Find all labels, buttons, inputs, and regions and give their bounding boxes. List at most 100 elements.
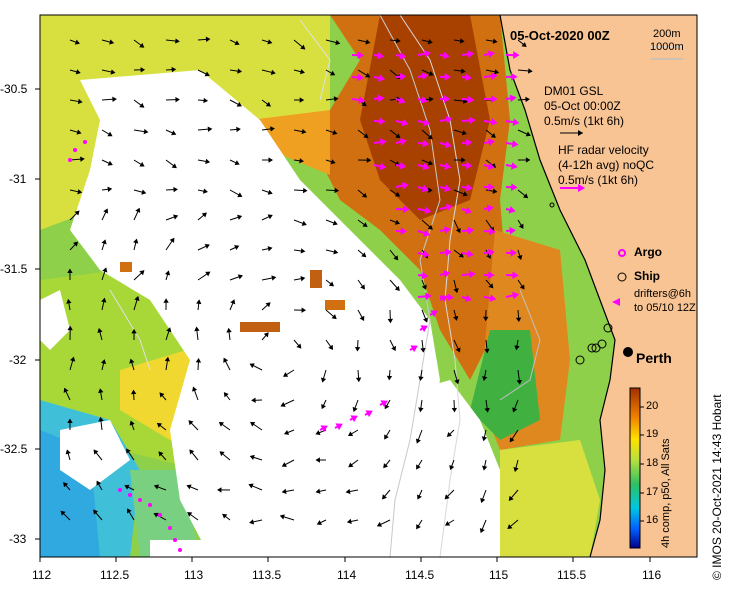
gsl-arrow-head	[153, 512, 159, 518]
gsl-arrow-head	[393, 255, 399, 261]
gsl-arrow-head	[65, 449, 71, 455]
hf-arrow-head	[422, 250, 430, 258]
gsl-arrow-head	[455, 347, 461, 353]
hf-arrow-head	[488, 138, 495, 146]
gsl-arrow-head	[508, 495, 514, 501]
gsl-arrow-head	[360, 284, 365, 290]
gsl-arrow-head	[415, 438, 421, 444]
gsl-arrow-head	[192, 386, 198, 392]
gsl-arrow-head	[335, 39, 341, 46]
gsl-arrow-head	[328, 281, 335, 287]
hf-radar-arrows	[319, 50, 520, 433]
gsl-arrow-head	[102, 267, 108, 273]
gsl-arrow-head	[217, 487, 222, 493]
cloud-mask-west	[40, 290, 70, 350]
gsl-arrow-head	[302, 187, 308, 194]
gsl-arrow-head	[139, 102, 145, 108]
hf-arrow-head	[513, 51, 520, 59]
gsl-arrow-head	[394, 285, 400, 291]
gsl-arrow-head	[332, 129, 338, 135]
hf-arrow-head	[489, 294, 497, 302]
gsl-arrow-head	[488, 283, 494, 289]
hf-arrow-head	[399, 72, 407, 81]
gsl-arrow-head	[490, 133, 496, 138]
sst-colorbar	[629, 387, 641, 549]
map-frame	[39, 14, 698, 558]
lon-tick-115: 115	[489, 568, 509, 582]
hf-arrow-head	[378, 74, 386, 82]
hf-arrow-head	[420, 96, 428, 104]
gsl-arrow-head	[391, 345, 396, 352]
hf-arrow-head	[488, 50, 496, 58]
gsl-arrow-head	[345, 488, 351, 495]
gsl-arrow-head	[250, 421, 256, 427]
hf-arrow-head	[511, 183, 518, 192]
hf-arrow-head	[510, 162, 518, 170]
gsl-arrow-head	[361, 192, 368, 198]
gsl-arrow-head	[60, 510, 66, 516]
gsl-arrow-head	[333, 96, 339, 102]
gsl-arrow-head	[386, 375, 393, 381]
gsl-arrow-head	[281, 462, 287, 467]
gsl-arrow-head	[427, 134, 433, 140]
hf-arrow-head	[379, 162, 387, 171]
gsl-arrow-head	[518, 223, 524, 229]
hf-arrow-head	[425, 292, 432, 301]
gsl-arrow-head	[267, 214, 273, 220]
gsl-arrow-head	[126, 448, 131, 454]
gsl-arrow-head	[139, 42, 145, 48]
gsl-arrow-head	[187, 512, 193, 517]
gsl-arrow-head	[218, 421, 224, 427]
gsl-arrow-head	[98, 388, 104, 394]
hf-arrow-head	[422, 162, 430, 171]
gsl-arrow-head	[462, 191, 468, 197]
lon-tick-112: 112	[32, 568, 52, 582]
gsl-velocity-arrows	[60, 36, 533, 534]
gsl-arrow-head	[98, 416, 104, 422]
gsl-arrow-head	[523, 193, 529, 199]
gsl-arrow-head	[107, 160, 113, 166]
gsl-arrow-head	[70, 356, 76, 362]
hf-arrow-head	[357, 73, 364, 82]
gsl-arrow-head	[299, 69, 305, 75]
gsl-arrow-head	[204, 71, 210, 77]
hf-arrow-head	[466, 183, 473, 192]
gsl-arrow-head	[494, 69, 500, 75]
gsl-arrow-head	[384, 434, 389, 440]
gsl-arrow-head	[521, 42, 527, 48]
gsl-arrow-head	[205, 271, 211, 277]
gsl-arrow-head	[320, 377, 327, 383]
gsl-arrow-head	[237, 68, 243, 74]
hf-arrow-head	[488, 183, 495, 191]
hf-arrow-head	[464, 294, 472, 302]
gsl-arrow-head	[359, 315, 365, 321]
gsl-arrow-head	[80, 156, 85, 162]
gsl-arrow-head	[205, 158, 211, 165]
gsl-arrow-head	[348, 462, 354, 468]
hf-arrow-head	[440, 295, 448, 303]
gsl-arrow-head	[236, 126, 241, 133]
gsl-arrow-head	[103, 208, 109, 214]
gsl-arrow-head	[143, 128, 149, 135]
gsl-arrow-head	[163, 298, 169, 303]
hf-arrow-head	[444, 162, 452, 170]
gsl-arrow-head	[527, 68, 533, 74]
hf-arrow-head	[445, 116, 453, 124]
lat-tick-31-5: -31.5	[0, 262, 28, 276]
isobath-1000m-label: 1000m	[650, 41, 684, 53]
hf-arrow-head	[399, 52, 407, 60]
hf-arrow-head	[468, 116, 476, 125]
gsl-arrow-head	[249, 519, 255, 525]
hf-arrow-head	[467, 250, 474, 258]
gsl-arrow-head	[226, 327, 232, 333]
gsl-arrow-head	[77, 98, 83, 105]
hf-arrow-head	[445, 248, 453, 257]
gsl-arrow-head	[418, 376, 424, 382]
gsl-arrow-head	[249, 363, 255, 369]
gsl-arrow-head	[455, 228, 461, 234]
gsl-arrow-head	[223, 357, 229, 363]
hf-arrow-head	[444, 184, 452, 192]
gsl-arrow-head	[513, 467, 519, 473]
gsl-arrow-head	[265, 101, 271, 107]
